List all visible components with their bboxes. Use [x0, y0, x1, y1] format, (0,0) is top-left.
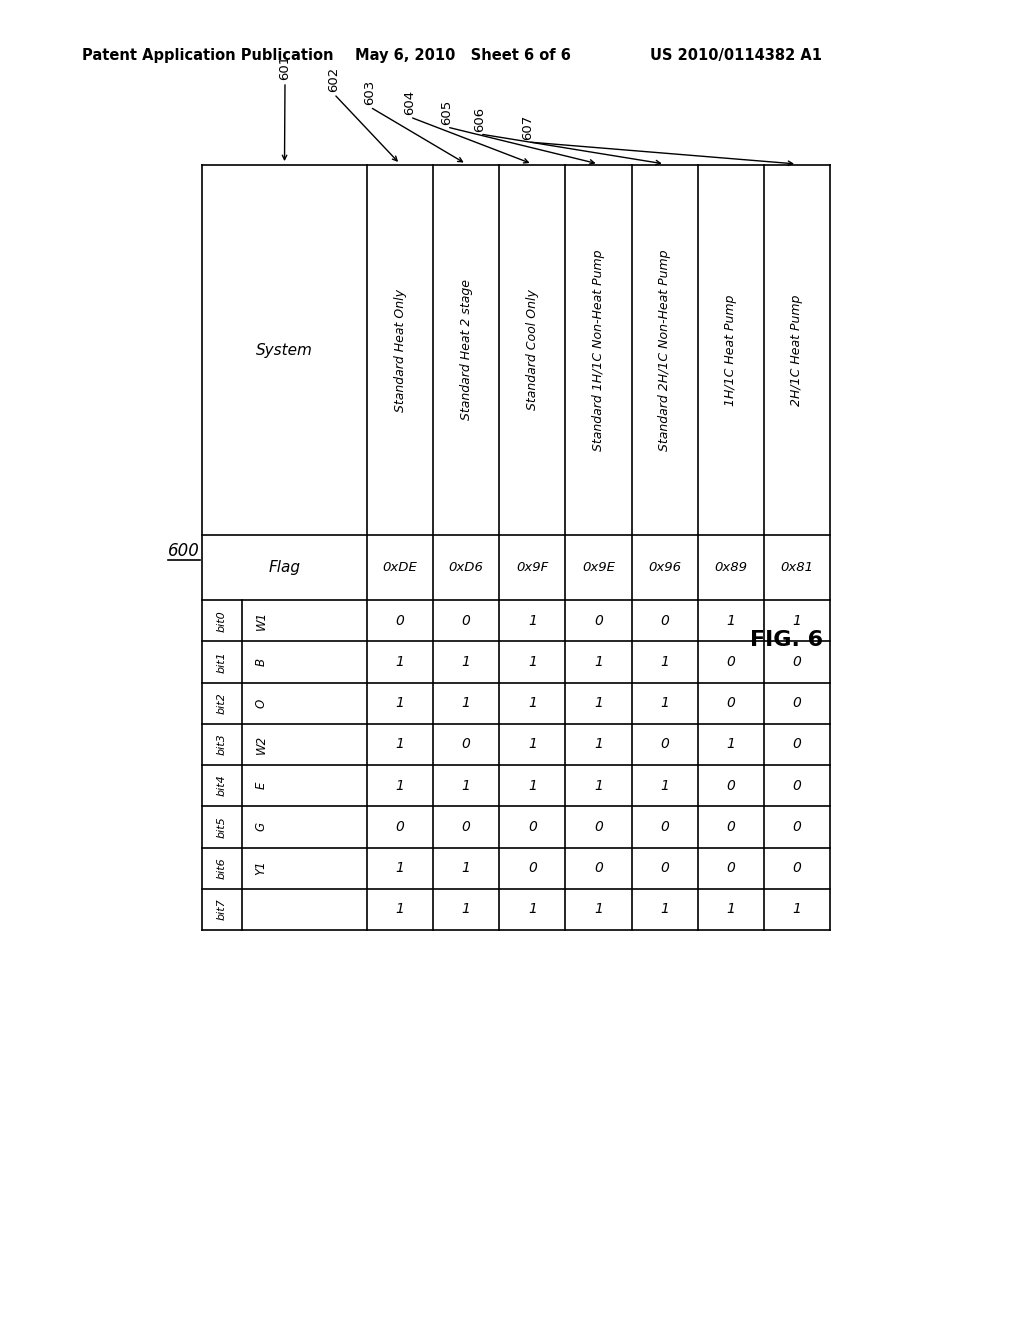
Text: 0: 0 — [726, 779, 735, 792]
Text: G: G — [255, 822, 267, 832]
Text: Patent Application Publication: Patent Application Publication — [82, 48, 334, 63]
Text: 0x9F: 0x9F — [516, 561, 549, 574]
Text: 1: 1 — [726, 614, 735, 627]
Text: O: O — [255, 698, 267, 708]
Text: Standard Cool Only: Standard Cool Only — [526, 289, 539, 411]
Text: B: B — [255, 657, 267, 665]
Text: 1: 1 — [395, 903, 404, 916]
Text: 0: 0 — [726, 696, 735, 710]
Text: 0: 0 — [793, 779, 802, 792]
Text: 2H/1C Heat Pump: 2H/1C Heat Pump — [791, 294, 804, 405]
Text: 0: 0 — [594, 820, 603, 834]
Text: 0: 0 — [462, 614, 471, 627]
Text: 0: 0 — [726, 861, 735, 875]
Text: 1: 1 — [528, 696, 537, 710]
Text: W1: W1 — [255, 611, 267, 630]
Text: 0: 0 — [395, 614, 404, 627]
Text: 0x9E: 0x9E — [582, 561, 615, 574]
Text: 1H/1C Heat Pump: 1H/1C Heat Pump — [724, 294, 737, 405]
Text: bit7: bit7 — [217, 899, 227, 920]
Text: 1: 1 — [395, 861, 404, 875]
Text: 607: 607 — [521, 115, 535, 140]
Text: Y1: Y1 — [255, 861, 267, 875]
Text: 0: 0 — [793, 655, 802, 669]
Text: 600: 600 — [168, 543, 200, 560]
Text: 0: 0 — [528, 820, 537, 834]
Text: E: E — [255, 781, 267, 789]
Text: bit2: bit2 — [217, 692, 227, 714]
Text: 0x81: 0x81 — [780, 561, 813, 574]
Text: 1: 1 — [793, 614, 802, 627]
Text: May 6, 2010   Sheet 6 of 6: May 6, 2010 Sheet 6 of 6 — [355, 48, 570, 63]
Text: 1: 1 — [594, 738, 603, 751]
Text: System: System — [256, 342, 313, 358]
Text: 0: 0 — [726, 820, 735, 834]
Text: bit1: bit1 — [217, 651, 227, 673]
Text: 1: 1 — [462, 903, 471, 916]
Text: 605: 605 — [440, 100, 454, 125]
Text: FIG. 6: FIG. 6 — [750, 630, 823, 649]
Text: 0: 0 — [793, 861, 802, 875]
Text: 1: 1 — [395, 738, 404, 751]
Text: 1: 1 — [594, 779, 603, 792]
Text: 0x96: 0x96 — [648, 561, 681, 574]
Text: 1: 1 — [594, 696, 603, 710]
Text: 0: 0 — [660, 614, 669, 627]
Text: 0x89: 0x89 — [715, 561, 748, 574]
Text: 0: 0 — [660, 820, 669, 834]
Text: 1: 1 — [395, 696, 404, 710]
Text: 0: 0 — [528, 861, 537, 875]
Text: 0: 0 — [660, 738, 669, 751]
Text: bit0: bit0 — [217, 610, 227, 631]
Text: Standard Heat 2 stage: Standard Heat 2 stage — [460, 280, 473, 421]
Text: 1: 1 — [726, 903, 735, 916]
Text: 1: 1 — [793, 903, 802, 916]
Text: 1: 1 — [594, 903, 603, 916]
Text: bit4: bit4 — [217, 775, 227, 796]
Text: 0: 0 — [793, 696, 802, 710]
Text: Standard 1H/1C Non-Heat Pump: Standard 1H/1C Non-Heat Pump — [592, 249, 605, 450]
Text: 0xD6: 0xD6 — [449, 561, 483, 574]
Text: 0: 0 — [594, 861, 603, 875]
Text: 604: 604 — [403, 90, 417, 115]
Text: Standard 2H/1C Non-Heat Pump: Standard 2H/1C Non-Heat Pump — [658, 249, 671, 450]
Text: 0: 0 — [395, 820, 404, 834]
Text: 1: 1 — [528, 614, 537, 627]
Text: US 2010/0114382 A1: US 2010/0114382 A1 — [650, 48, 822, 63]
Text: 0: 0 — [594, 614, 603, 627]
Text: 1: 1 — [528, 903, 537, 916]
Text: 1: 1 — [462, 779, 471, 792]
Text: 0: 0 — [793, 738, 802, 751]
Text: 601: 601 — [279, 54, 292, 81]
Text: 1: 1 — [462, 655, 471, 669]
Text: Standard Heat Only: Standard Heat Only — [393, 289, 407, 412]
Text: 0: 0 — [793, 820, 802, 834]
Text: 1: 1 — [726, 738, 735, 751]
Text: 0: 0 — [726, 655, 735, 669]
Text: 0: 0 — [462, 820, 471, 834]
Text: 0: 0 — [462, 738, 471, 751]
Text: 0: 0 — [660, 861, 669, 875]
Text: 1: 1 — [528, 738, 537, 751]
Text: 1: 1 — [594, 655, 603, 669]
Text: 1: 1 — [660, 655, 669, 669]
Text: 1: 1 — [395, 779, 404, 792]
Text: 606: 606 — [473, 107, 486, 132]
Text: 1: 1 — [528, 655, 537, 669]
Text: 1: 1 — [660, 696, 669, 710]
Text: 1: 1 — [395, 655, 404, 669]
Text: 1: 1 — [660, 903, 669, 916]
Text: 1: 1 — [660, 779, 669, 792]
Text: 1: 1 — [462, 861, 471, 875]
Text: bit5: bit5 — [217, 816, 227, 838]
Text: 603: 603 — [364, 79, 377, 106]
Text: 0xDE: 0xDE — [383, 561, 418, 574]
Text: 602: 602 — [328, 67, 341, 92]
Text: bit3: bit3 — [217, 734, 227, 755]
Text: 1: 1 — [528, 779, 537, 792]
Text: bit6: bit6 — [217, 857, 227, 879]
Text: 1: 1 — [462, 696, 471, 710]
Text: Flag: Flag — [268, 560, 300, 576]
Text: W2: W2 — [255, 735, 267, 754]
